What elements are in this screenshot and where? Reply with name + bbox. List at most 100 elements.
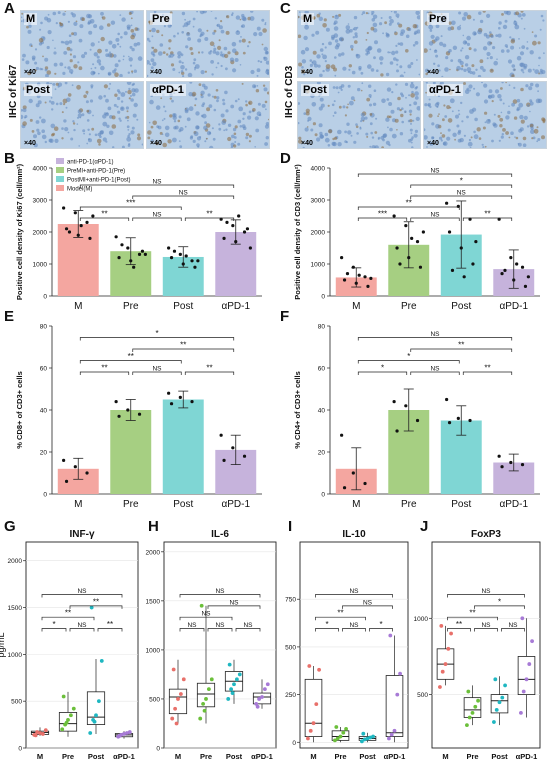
data-point [91, 214, 95, 218]
ihc-cell [91, 127, 95, 131]
ihc-texture [147, 11, 269, 77]
ihc-cell [215, 51, 220, 56]
ihc-cell [234, 58, 239, 62]
ihc-cell [388, 143, 391, 147]
ihc-cell [99, 25, 104, 30]
ihc-cell [31, 130, 35, 133]
y-tick-label: 1000 [8, 652, 23, 659]
ihc-cell [164, 132, 170, 138]
data-point [466, 689, 471, 694]
ihc-cell [22, 105, 27, 110]
ihc-cell [206, 107, 211, 112]
ihc-cell [127, 89, 132, 95]
ihc-cell [520, 119, 525, 124]
significance-bracket [357, 371, 408, 375]
ihc-cell [491, 139, 494, 143]
data-point [176, 697, 180, 701]
ihc-cell [531, 137, 534, 140]
ihc-cell [50, 123, 56, 129]
ihc-magnification: ×40 [24, 69, 36, 76]
ihc-cell [521, 13, 526, 17]
ihc-cell [526, 125, 530, 128]
ihc-cell [518, 38, 520, 40]
ihc-cell [439, 136, 443, 140]
ihc-cell [499, 124, 503, 128]
ihc-cell [371, 18, 376, 22]
ihc-cell [315, 30, 320, 35]
ihc-cell [194, 68, 196, 71]
data-point [172, 249, 177, 253]
ihc-cell [367, 64, 372, 69]
ihc-cell [541, 135, 545, 140]
ihc-cell [96, 138, 102, 144]
ihc-cell [410, 82, 414, 85]
ihc-cell [339, 36, 344, 42]
ihc-cell [117, 96, 121, 101]
ihc-cell [127, 71, 130, 74]
ihc-cell [425, 82, 428, 84]
ihc-cell [242, 112, 246, 116]
ihc-cell [435, 54, 439, 58]
ihc-cell [42, 55, 44, 58]
ihc-cell [443, 104, 446, 107]
ihc-cell [333, 100, 336, 103]
ihc-magnification: ×40 [150, 140, 162, 147]
ihc-cell [239, 18, 242, 21]
y-tick-label: 0 [292, 740, 296, 747]
ihc-cell [136, 136, 142, 141]
bar-Post [162, 399, 204, 494]
ihc-cell [341, 52, 345, 56]
ihc-cell [118, 117, 121, 120]
data-point [360, 739, 364, 744]
ihc-cell [490, 34, 494, 38]
ihc-cell [312, 60, 317, 65]
ihc-cell [180, 70, 184, 73]
ihc-cell [535, 83, 540, 88]
ihc-cell [237, 119, 242, 124]
ihc-cell [184, 125, 187, 128]
significance-label: NS [152, 366, 162, 373]
ihc-cell [147, 60, 150, 65]
significance-label: ** [337, 609, 343, 618]
ihc-cell [527, 104, 530, 107]
y-tick-label: 3000 [311, 198, 326, 205]
data-point [468, 418, 472, 423]
ihc-cell [380, 135, 385, 140]
data-point [232, 682, 236, 687]
ihc-cell [443, 141, 448, 146]
ihc-cell [445, 56, 449, 60]
data-point [181, 677, 186, 682]
ihc-cell [34, 48, 38, 51]
ihc-cell [39, 67, 42, 71]
significance-bracket [132, 348, 235, 352]
data-point [234, 240, 238, 244]
ihc-cell [332, 86, 336, 89]
ihc-cell [460, 67, 464, 71]
ihc-cell [126, 110, 129, 113]
significance-bracket [179, 594, 261, 598]
ihc-cell [235, 15, 241, 20]
ihc-cell [122, 58, 125, 61]
ihc-cell [433, 49, 438, 53]
ihc-cell [307, 116, 312, 121]
ihc-cell [322, 69, 325, 73]
ihc-cell [337, 142, 342, 147]
ihc-cell [399, 42, 404, 46]
ihc-cell [387, 51, 390, 54]
ihc-magnification: ×40 [301, 69, 313, 76]
ihc-cell [223, 46, 228, 51]
ihc-cell [433, 62, 436, 65]
data-point [127, 730, 132, 734]
ihc-cell [498, 139, 501, 142]
ihc-cell [340, 88, 343, 91]
data-point [449, 631, 453, 636]
ihc-cell [413, 133, 418, 138]
ihc-cell [434, 38, 438, 42]
x-tick-label: Post [173, 301, 193, 312]
ihc-cell [391, 91, 394, 94]
ihc-cell [248, 110, 252, 114]
ihc-cell [361, 82, 364, 85]
ihc-cell [193, 131, 199, 137]
y-tick-label: 1500 [146, 598, 161, 605]
data-point [43, 728, 48, 733]
